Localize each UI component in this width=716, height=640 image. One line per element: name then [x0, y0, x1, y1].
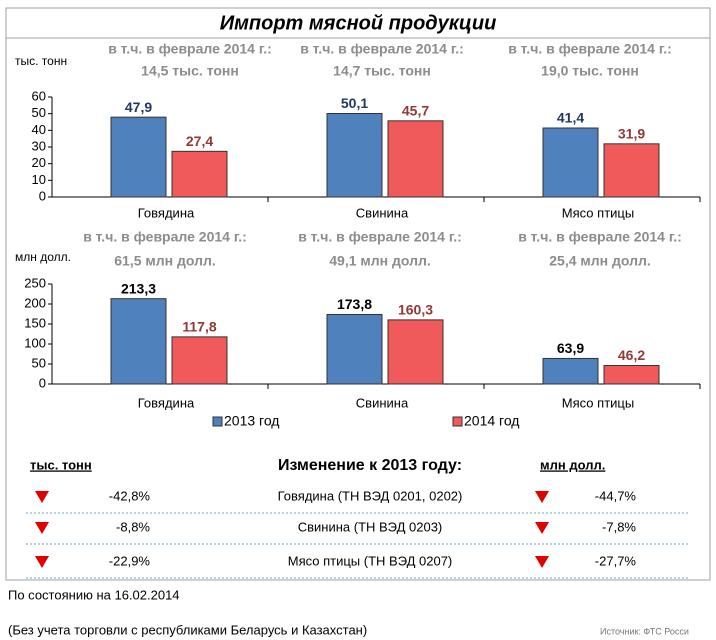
y-tick-label: 150: [24, 315, 46, 330]
bar: [110, 298, 167, 385]
y-tick-label: 0: [39, 188, 46, 203]
value-label: 63,9: [557, 340, 584, 356]
value-label: 41,4: [557, 110, 584, 126]
value-label: 173,8: [337, 296, 372, 312]
value-label: 45,7: [402, 103, 429, 119]
annotation: в т.ч. в феврале 2014 г.:: [108, 41, 272, 57]
change-value: -27,7%: [595, 553, 637, 568]
change-value: -44,7%: [595, 488, 637, 503]
bar: [110, 116, 167, 198]
y-tick-label: 10: [32, 172, 46, 187]
value-label: 31,9: [618, 126, 645, 142]
bar: [171, 150, 228, 198]
y-tick-label: 200: [24, 295, 46, 310]
legend-swatch: [212, 416, 223, 427]
annotation: 61,5 млн долл.: [114, 253, 216, 269]
down-triangle: [35, 491, 49, 503]
annotation: в т.ч. в феврале 2014 г.:: [83, 229, 247, 245]
title: Импорт мясной продукции: [220, 12, 497, 34]
change-volume: -8,8%: [116, 519, 150, 534]
legend-swatch: [452, 416, 463, 427]
y-tick-label: 40: [32, 122, 46, 137]
table-title: Изменение к 2013 году:: [278, 457, 462, 474]
y-tick-label: 30: [32, 138, 46, 153]
bar: [542, 127, 599, 198]
x-tick-label: Свинина: [356, 205, 409, 220]
down-triangle: [35, 522, 49, 534]
product: Говядина (ТН ВЭД 0201, 0202): [278, 488, 463, 503]
down-triangle: [535, 491, 549, 503]
x-tick-label: Мясо птицы: [562, 395, 634, 410]
table-left-header: тыс. тонн: [30, 457, 92, 472]
annotation: в т.ч. в феврале 2014 г.:: [518, 229, 682, 245]
value-label: 213,3: [121, 280, 156, 296]
bar: [603, 143, 660, 198]
annotation: 25,4 млн долл.: [549, 253, 651, 269]
title-bar: [5, 7, 711, 39]
value-label: 160,3: [398, 302, 433, 318]
x-tick-label: Мясо птицы: [562, 205, 634, 220]
value-label: 27,4: [186, 133, 213, 149]
footer-date: По состоянию на 16.02.2014: [8, 587, 180, 602]
bar: [387, 319, 444, 385]
y-tick-label: 0: [39, 375, 46, 390]
bar: [326, 313, 383, 385]
y-tick-label: 250: [24, 275, 46, 290]
annotation: 19,0 тыс. тонн: [541, 63, 639, 79]
annotation: 14,7 тыс. тонн: [333, 63, 431, 79]
y-tick-label: 60: [32, 88, 46, 103]
footer-source: Источник: ФТС Росси: [600, 626, 689, 636]
annotation: в т.ч. в феврале 2014 г.:: [508, 41, 672, 57]
down-triangle: [535, 522, 549, 534]
x-tick-label: Говядина: [138, 205, 195, 220]
legend-label: 2014 год: [464, 413, 519, 429]
value-label: 117,8: [182, 319, 216, 335]
legend-label: 2013 год: [224, 413, 279, 429]
change-volume: -42,8%: [109, 488, 151, 503]
change-value: -7,8%: [602, 519, 636, 534]
bar: [387, 120, 444, 198]
down-triangle: [35, 556, 49, 568]
down-triangle: [535, 556, 549, 568]
annotation: в т.ч. в феврале 2014 г.:: [300, 41, 464, 57]
footer-note: (Без учета торговли с республиками Белар…: [8, 622, 367, 637]
table-right-header: млн долл.: [540, 457, 605, 472]
change-volume: -22,9%: [109, 553, 151, 568]
product: Свинина (ТН ВЭД 0203): [298, 519, 443, 534]
x-tick-label: Свинина: [356, 395, 409, 410]
value-label: 47,9: [125, 99, 152, 115]
y-tick-label: 100: [24, 335, 46, 350]
bar: [171, 336, 228, 385]
x-tick-label: Говядина: [138, 395, 195, 410]
product: Мясо птицы (ТН ВЭД 0207): [288, 553, 453, 568]
y-axis-label: млн долл.: [15, 250, 71, 264]
y-tick-label: 20: [32, 155, 46, 170]
value-label: 50,1: [341, 95, 368, 111]
annotation: 14,5 тыс. тонн: [141, 63, 239, 79]
bar: [603, 365, 660, 385]
y-axis-label: тыс. тонн: [15, 54, 67, 68]
bar: [326, 113, 383, 198]
annotation: в т.ч. в феврале 2014 г.:: [298, 229, 462, 245]
value-label: 46,2: [618, 347, 645, 363]
annotation: 49,1 млн долл.: [329, 253, 431, 269]
y-tick-label: 50: [32, 105, 46, 120]
y-tick-label: 50: [32, 355, 46, 370]
bar: [542, 357, 599, 385]
